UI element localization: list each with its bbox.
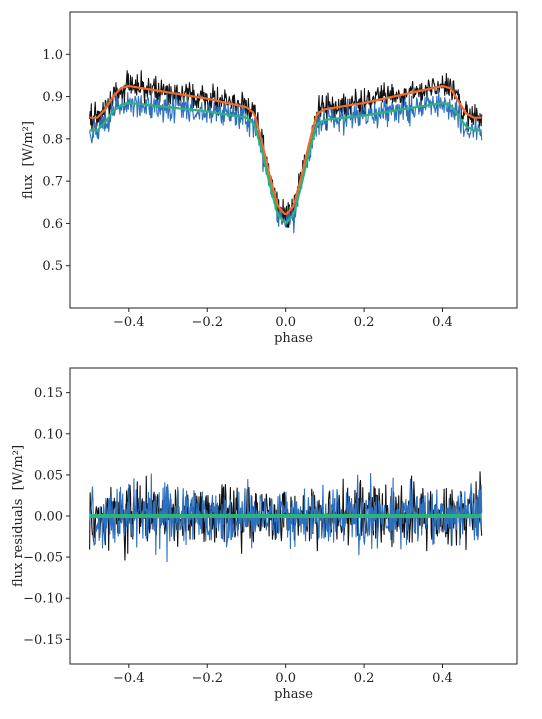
residuals-y-tick-label: 0.10 (34, 427, 63, 442)
residuals-series-layer (89, 471, 483, 563)
flux-y-axis-label: flux (21, 174, 36, 199)
flux-y-tick-label: 0.8 (42, 132, 63, 147)
residuals-y-axis-label: flux residuals (11, 499, 26, 588)
residuals-x-axis-label: phase (274, 687, 313, 702)
residuals-y-tick-label: −0.05 (23, 551, 63, 566)
flux-y-tick-label: 0.5 (42, 259, 63, 274)
residuals-y-tick-label: −0.10 (23, 592, 63, 607)
flux-y-tick-label: 0.7 (42, 175, 63, 190)
residuals-x-tick-label: 0.2 (354, 671, 375, 686)
flux-x-axis-label: phase (274, 331, 313, 346)
flux-series-3-model (89, 101, 482, 224)
flux-y-tick-label: 1.0 (42, 48, 63, 63)
flux-x-tick-label: −0.4 (113, 315, 145, 330)
residuals-y-tick-label: 0.00 (34, 510, 63, 525)
residuals-y-axis-label-group: flux residuals [W/m²] (11, 445, 26, 587)
residuals-y-ticks: −0.15 −0.10 −0.05 0.00 0.05 0.10 0.15 (23, 386, 70, 648)
residuals-x-ticks: −0.4 −0.2 0.0 0.2 0.4 (113, 664, 453, 686)
residuals-x-tick-label: 0.0 (275, 671, 296, 686)
flux-y-ticks: 0.5 0.6 0.7 0.8 0.9 1.0 (42, 48, 70, 274)
flux-plot-panel: −0.4 −0.2 0.0 0.2 0.4 0.5 0.6 0.7 0.8 0.9 1.0 pha… (21, 11, 518, 346)
residuals-y-tick-label: −0.15 (23, 633, 63, 648)
flux-series-0-noisy-data (89, 70, 483, 228)
residuals-x-tick-label: −0.2 (191, 671, 223, 686)
residuals-series-1-noisy-data (89, 472, 483, 563)
flux-x-tick-label: 0.2 (354, 315, 375, 330)
residuals-y-tick-label: 0.05 (34, 468, 63, 483)
residuals-x-tick-label: 0.4 (432, 671, 453, 686)
flux-x-tick-label: −0.2 (191, 315, 223, 330)
residuals-plot-panel: −0.4 −0.2 0.0 0.2 0.4 −0.15 −0.10 −0.05 0.00 0.0… (11, 367, 518, 702)
svg-text:flux residuals [W/m²]: flux residuals [W/m²] (11, 445, 26, 587)
flux-y-axis-unit: [W/m²] (21, 121, 36, 166)
flux-series-1-noisy-data (89, 87, 483, 234)
flux-y-tick-label: 0.6 (42, 217, 63, 232)
flux-x-ticks: −0.4 −0.2 0.0 0.2 0.4 (113, 308, 453, 330)
flux-plot-frame (69, 11, 518, 309)
flux-x-tick-label: 0.4 (432, 315, 453, 330)
residuals-y-axis-unit: [W/m²] (11, 445, 26, 490)
flux-series-2-model (89, 84, 482, 216)
flux-y-tick-label: 0.9 (42, 90, 63, 105)
residuals-x-tick-label: −0.4 (113, 671, 145, 686)
flux-series-layer (89, 70, 483, 234)
flux-y-axis-label-group: flux [W/m²] (21, 121, 36, 199)
residuals-y-tick-label: 0.15 (34, 386, 63, 401)
flux-x-tick-label: 0.0 (275, 315, 296, 330)
svg-text:flux [W/m²]: flux [W/m²] (21, 121, 36, 199)
